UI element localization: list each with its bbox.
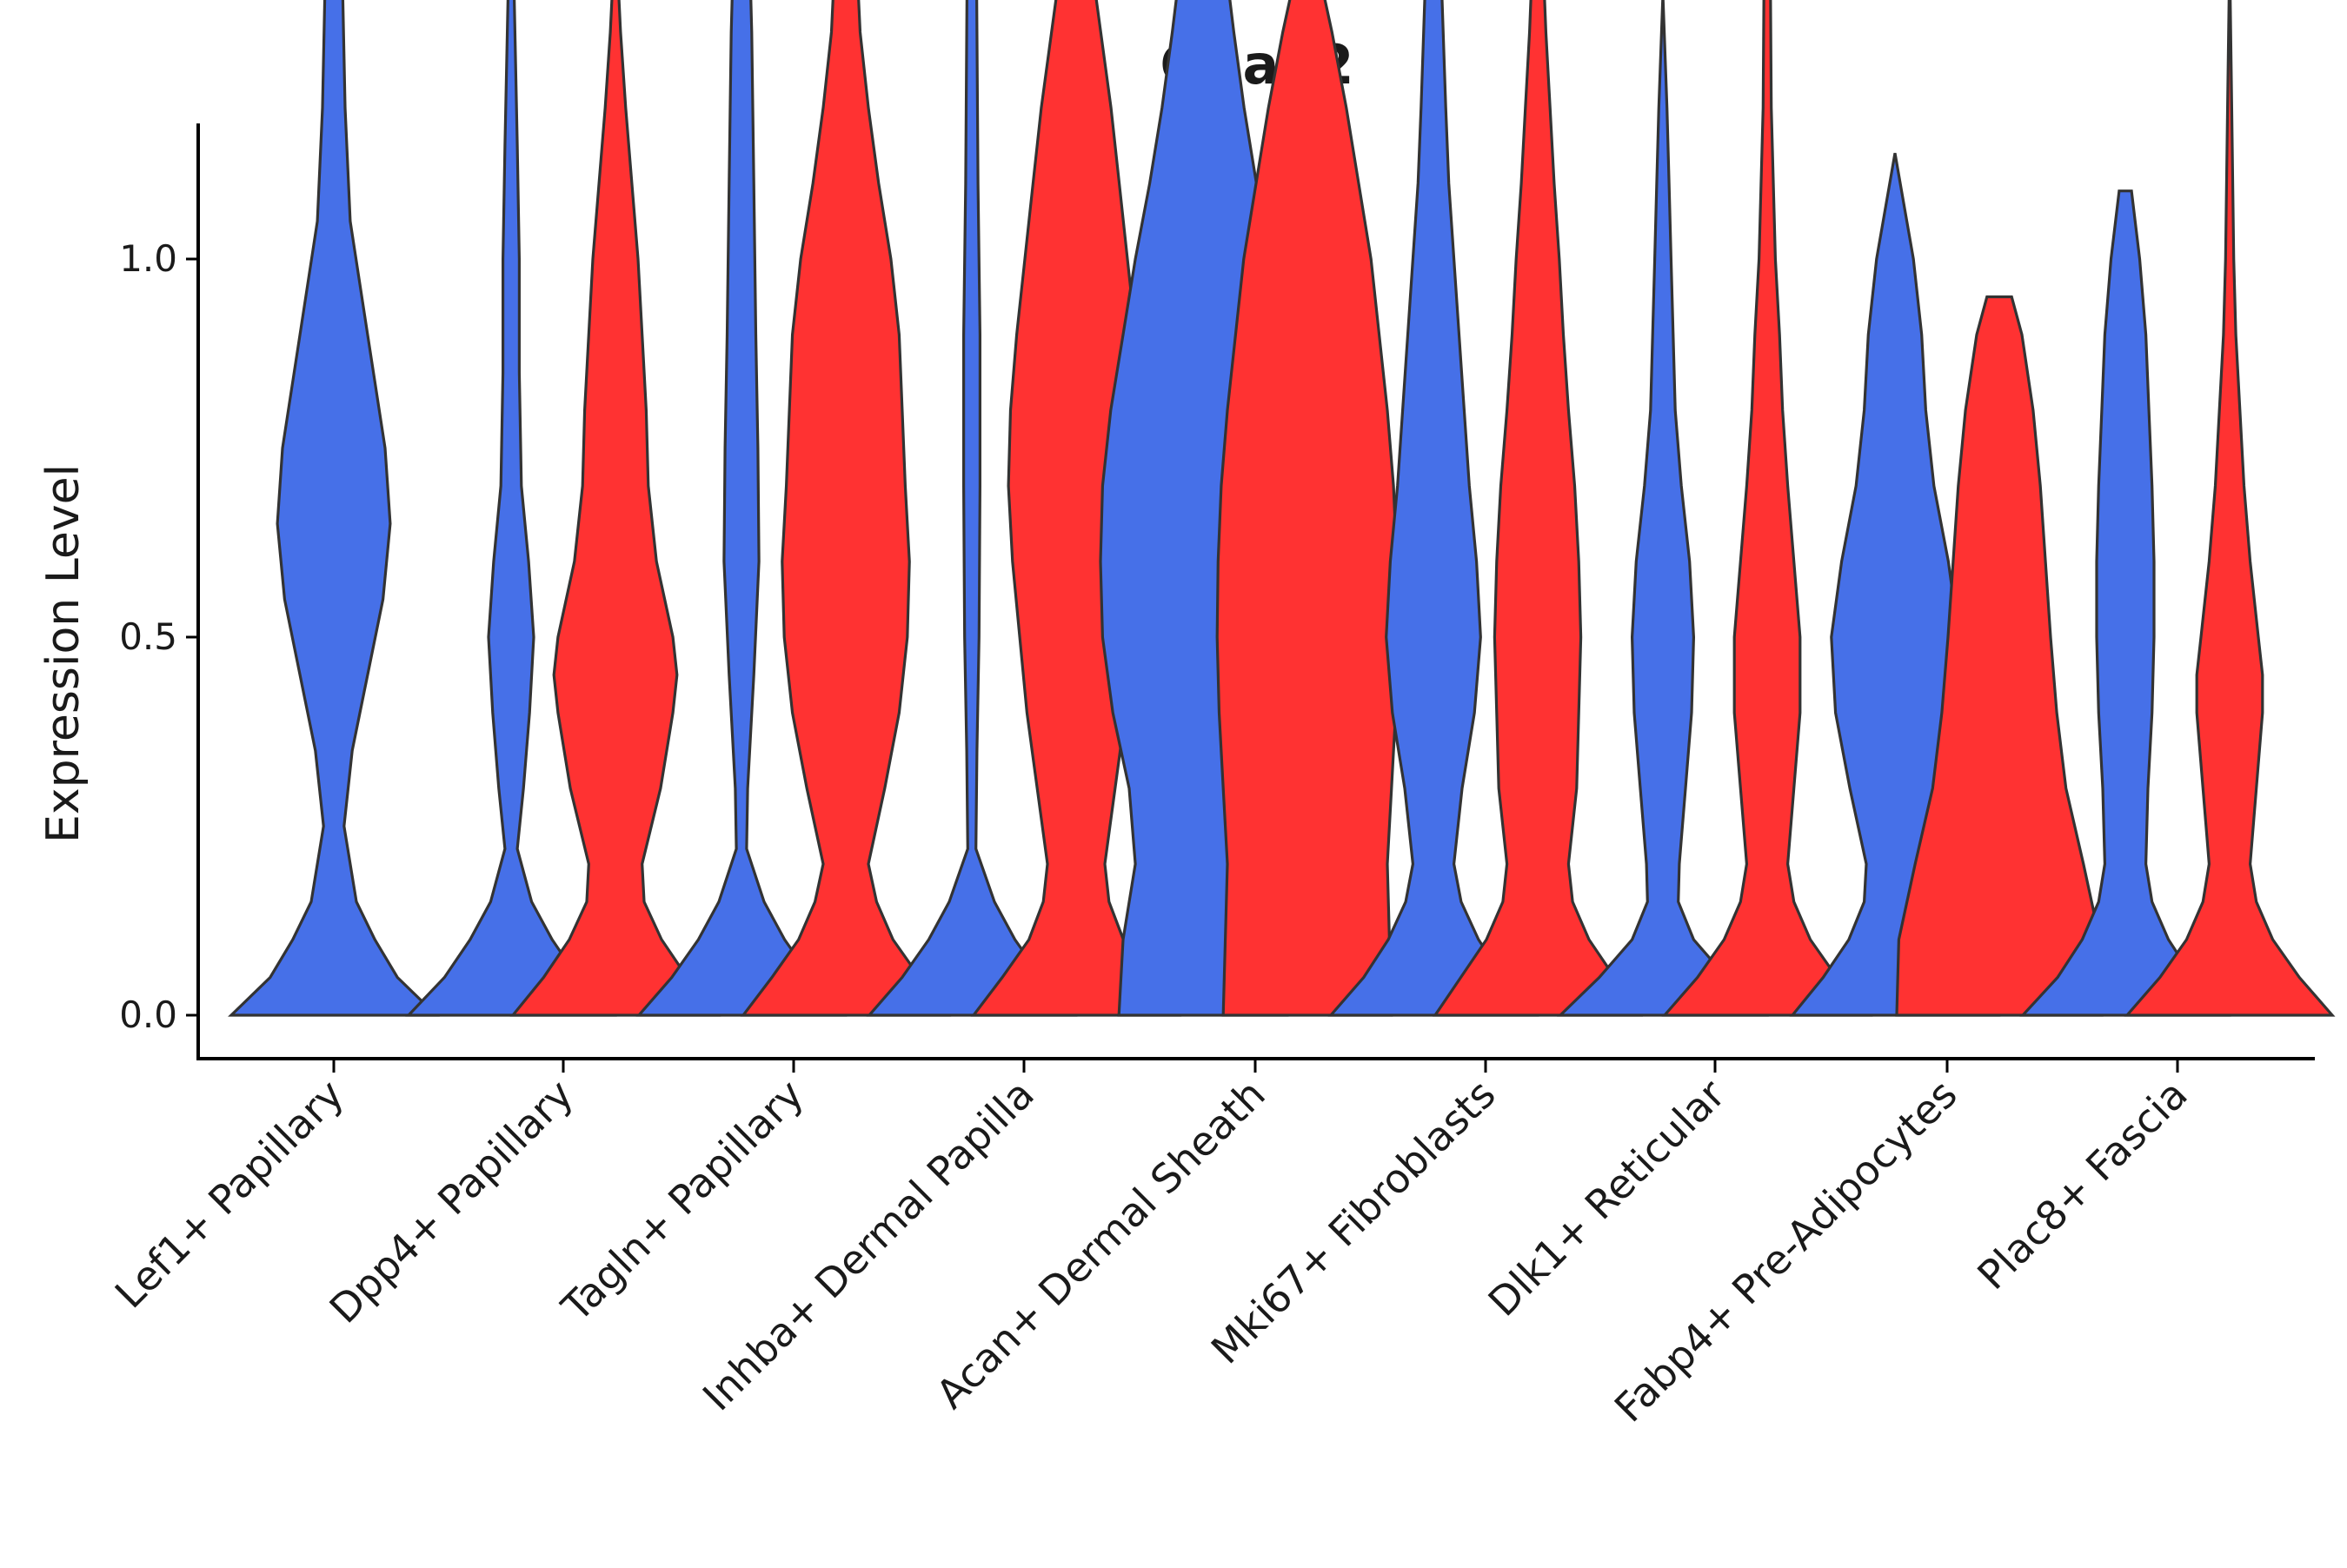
y-tick-label: 0.0: [119, 993, 177, 1036]
violin-group1-2: [635, 0, 848, 1017]
violin-group2-8: [2124, 0, 2336, 1017]
violin-layer: [228, 0, 2336, 1017]
y-axis-label: Expression Level: [37, 464, 90, 843]
violin-group2-7: [1895, 295, 2104, 1017]
violin-group1-5: [1327, 0, 1539, 1017]
violin-group2-6: [1661, 0, 1873, 1017]
violin-group2-2: [740, 0, 952, 1017]
violin-group1-6: [1557, 0, 1769, 1017]
x-tick-label: Plac8+ Fascia: [1968, 1071, 2196, 1299]
x-tick-label: Dlk1+ Reticular: [1479, 1071, 1734, 1325]
violin-group1-8: [2019, 189, 2231, 1017]
x-tick-label: Lef1+ Papillary: [106, 1071, 353, 1318]
y-tick-label: 1.0: [119, 237, 177, 280]
violin-group1-0: [228, 0, 440, 1017]
y-axis-ticks: 0.00.51.01.52.0: [119, 237, 198, 1036]
violin-group1-1: [405, 0, 617, 1017]
x-tick-label: Tagln+ Papillary: [552, 1071, 813, 1332]
violin-group2-1: [509, 0, 721, 1017]
y-tick-label: 0.5: [119, 615, 177, 658]
x-tick-label: Dpp4+ Papillary: [321, 1071, 582, 1332]
violin-group2-5: [1432, 0, 1644, 1017]
violin-group1-3: [866, 0, 1078, 1017]
